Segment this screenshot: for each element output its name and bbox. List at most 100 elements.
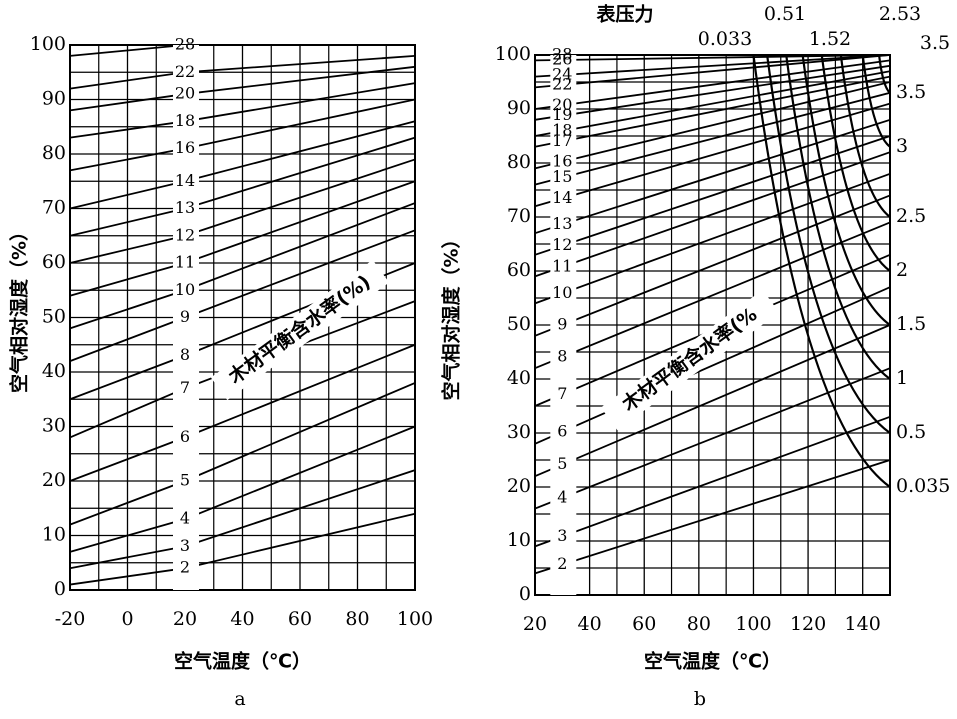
pressure-top-label: 3.5	[920, 32, 950, 54]
emc-label: 14	[175, 171, 195, 190]
emc-label: 9	[180, 307, 190, 326]
emc-label: 18	[552, 121, 572, 140]
y-tick-label: 10	[507, 529, 531, 551]
caption: a	[234, 688, 245, 710]
pressure-top-label: 0.033	[698, 28, 752, 50]
y-tick-label: 0	[54, 578, 66, 600]
pressure-title: 表压力	[596, 3, 653, 26]
emc-label: 7	[557, 384, 567, 403]
emc-label: 2	[180, 558, 190, 577]
y-tick-label: 50	[42, 306, 66, 328]
emc-label: 8	[557, 346, 567, 365]
pressure-label: 1.5	[896, 313, 926, 335]
emc-label: 19	[552, 105, 572, 124]
pressure-line	[766, 54, 891, 434]
emc-label: 28	[175, 35, 195, 54]
emc-line	[534, 172, 891, 305]
y-tick-label: 30	[42, 415, 66, 437]
x-tick-label: 40	[578, 613, 602, 635]
x-tick-label: 80	[345, 608, 369, 630]
emc-label: 3	[180, 536, 190, 555]
y-tick-label: 60	[507, 259, 531, 281]
emc-line	[534, 286, 891, 445]
y-tick-label: 90	[42, 88, 66, 110]
pressure-label: 2.5	[896, 205, 926, 227]
emc-label: 13	[175, 198, 195, 217]
label-strip	[173, 45, 199, 590]
emc-line	[534, 459, 891, 575]
emc-label: 13	[552, 214, 572, 233]
pressure-line	[820, 54, 891, 272]
x-tick-label: 20	[523, 613, 547, 635]
pressure-label: 3.5	[896, 81, 926, 103]
pressure-label: 0.5	[896, 421, 926, 443]
emc-label: 20	[175, 84, 195, 103]
emc-line	[534, 64, 891, 121]
pressure-label: 3	[896, 135, 908, 157]
emc-label: 14	[552, 188, 572, 207]
emc-line	[534, 118, 891, 235]
pressure-line	[785, 54, 891, 380]
emc-line	[534, 75, 891, 148]
y-tick-label: 20	[42, 469, 66, 491]
y-tick-label: 100	[30, 33, 66, 55]
y-axis-label: 空气相对湿度（%）	[8, 222, 31, 393]
pressure-line	[752, 54, 891, 488]
emc-label: 12	[175, 225, 195, 244]
x-axis-label: 空气温度（℃）	[644, 650, 781, 673]
emc-line	[534, 324, 891, 478]
y-tick-label: 80	[507, 151, 531, 173]
y-tick-label: 40	[507, 367, 531, 389]
emc-line	[534, 415, 891, 548]
y-tick-label: 40	[42, 360, 66, 382]
emc-label: 11	[175, 253, 195, 272]
emc-label: 17	[552, 131, 572, 150]
y-tick-label: 10	[42, 524, 66, 546]
label-strip	[550, 55, 577, 595]
emc-label: 4	[180, 509, 190, 528]
emc-label: 28	[552, 45, 572, 64]
caption: b	[694, 688, 706, 710]
emc-label: 8	[180, 345, 190, 364]
emc-label: 22	[552, 74, 572, 93]
x-tick-label: -20	[55, 608, 86, 630]
x-tick-label: 80	[687, 613, 711, 635]
x-tick-label: 100	[735, 613, 771, 635]
pressure-top-label: 1.52	[809, 28, 851, 50]
pressure-line	[801, 54, 891, 326]
emc-label: 15	[552, 167, 572, 186]
emc-label: 3	[557, 526, 567, 545]
emc-label: 10	[552, 283, 572, 302]
x-tick-label: 140	[845, 613, 881, 635]
x-tick-label: 100	[397, 608, 433, 630]
x-tick-label: 60	[632, 613, 656, 635]
emc-label: 6	[180, 427, 190, 446]
emc-label: 7	[180, 378, 190, 397]
emc-label: 9	[557, 315, 567, 334]
pressure-label: 0.035	[896, 475, 950, 497]
x-tick-label: 0	[121, 608, 133, 630]
emc-label: 22	[175, 62, 195, 81]
y-tick-label: 70	[42, 197, 66, 219]
emc-label: 12	[552, 235, 572, 254]
x-axis-label: 空气温度（℃）	[174, 650, 311, 673]
emc-label: 2	[557, 554, 567, 573]
pressure-label: 1	[896, 367, 908, 389]
pressure-label: 2	[896, 259, 908, 281]
emc-line	[534, 59, 891, 110]
y-tick-label: 30	[507, 421, 531, 443]
annotation: 木材平衡含水率(%	[617, 303, 761, 417]
x-tick-label: 40	[230, 608, 254, 630]
y-tick-label: 0	[519, 583, 531, 605]
emc-line	[534, 54, 891, 78]
emc-label: 26	[552, 49, 572, 68]
y-tick-label: 90	[507, 97, 531, 119]
emc-label: 16	[175, 138, 195, 157]
emc-label: 6	[557, 421, 567, 440]
emc-label: 5	[557, 454, 567, 473]
y-tick-label: 20	[507, 475, 531, 497]
emc-line	[534, 135, 891, 256]
x-tick-label: 20	[173, 608, 197, 630]
x-tick-label: 60	[288, 608, 312, 630]
annotation-bg	[210, 259, 390, 401]
